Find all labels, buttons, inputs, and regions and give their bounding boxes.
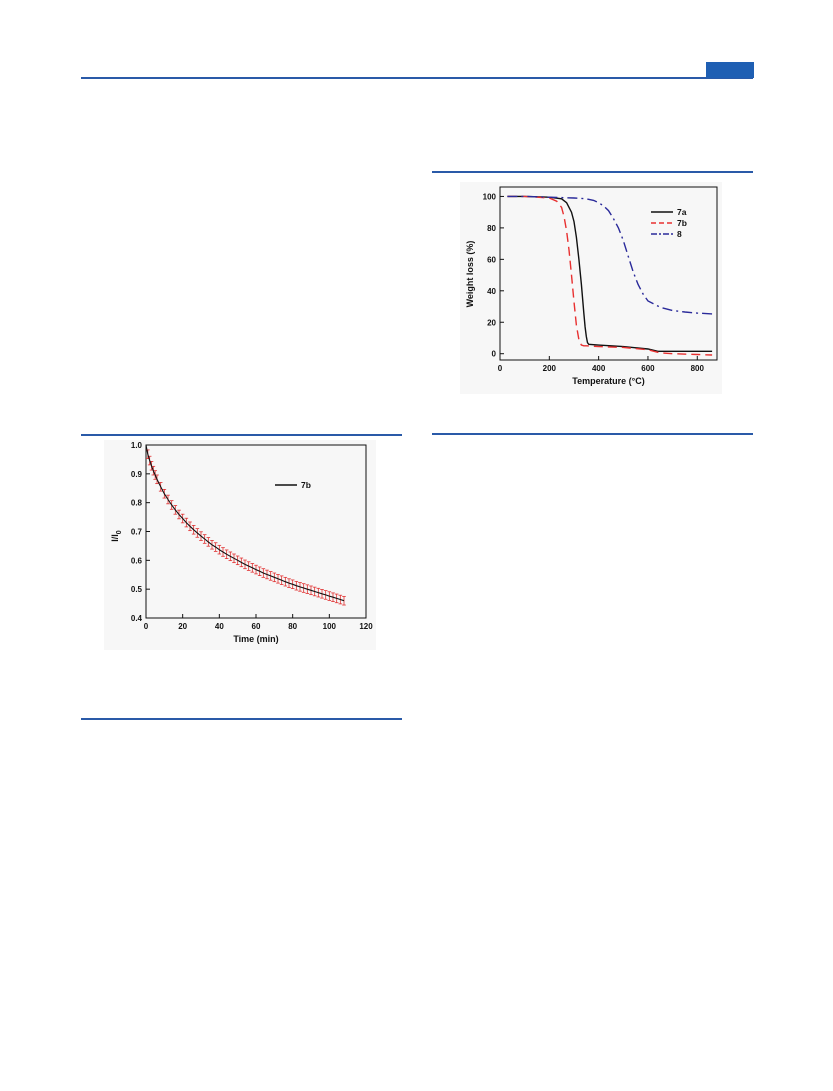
x-tick-label: 400 xyxy=(592,364,606,373)
y-axis-label: Weight loss (%) xyxy=(465,241,475,308)
header-page-tab xyxy=(706,62,754,78)
x-axis-label: Temperature (°C) xyxy=(572,376,644,386)
y-axis-label-main: I/I xyxy=(110,534,120,542)
y-tick-label: 0.9 xyxy=(131,470,143,479)
series-line-7a xyxy=(507,195,713,352)
legend-label-8: 8 xyxy=(677,229,682,239)
x-tick-label: 800 xyxy=(691,364,705,373)
y-tick-label: 0.7 xyxy=(131,528,143,537)
figure-rule-bottom-right xyxy=(432,433,753,435)
y-tick-label: 0.6 xyxy=(131,556,143,565)
plot-frame xyxy=(145,444,367,619)
x-tick-label: 120 xyxy=(359,622,373,631)
x-tick-label: 20 xyxy=(178,622,187,631)
x-tick-label: 200 xyxy=(543,364,557,373)
x-axis-label: Time (min) xyxy=(233,634,278,644)
tga-figure: 0 200 400 600 800 0 20 40 60 80 100 Temperature (°C… xyxy=(460,182,722,394)
x-tick-label: 80 xyxy=(288,622,297,631)
x-tick-label: 600 xyxy=(641,364,655,373)
figure-rule-top-right xyxy=(432,171,753,173)
figure-rule-bottom-left xyxy=(81,718,402,720)
y-tick-label: 0.8 xyxy=(131,499,143,508)
legend-label-7b: 7b xyxy=(301,480,311,490)
y-tick-label: 0.5 xyxy=(131,585,143,594)
y-tick-label: 80 xyxy=(487,224,496,233)
legend-label-7b: 7b xyxy=(677,218,687,228)
x-tick-label: 40 xyxy=(215,622,224,631)
series-line-8 xyxy=(507,195,713,315)
y-tick-label: 1.0 xyxy=(131,441,143,450)
y-tick-label: 0 xyxy=(492,350,497,359)
header-rule xyxy=(81,77,753,79)
series-line-7b xyxy=(507,195,713,356)
x-tick-label: 0 xyxy=(498,364,503,373)
y-tick-label: 20 xyxy=(487,318,496,327)
y-tick-label: 0.4 xyxy=(131,614,143,623)
x-tick-label: 100 xyxy=(323,622,337,631)
decay-figure: 0 20 40 60 80 100 120 0.4 0.5 0.6 0.7 0.8 0.9 1.0 Time… xyxy=(104,440,376,650)
y-tick-label: 100 xyxy=(483,192,497,201)
plot-frame xyxy=(499,186,718,361)
figure-rule-top-left xyxy=(81,434,402,436)
y-tick-label: 60 xyxy=(487,255,496,264)
x-tick-label: 60 xyxy=(252,622,261,631)
series-line-7b xyxy=(145,444,345,602)
x-tick-label: 0 xyxy=(144,622,149,631)
tga-chart: 0 200 400 600 800 0 20 40 60 80 100 Temperature (°C… xyxy=(465,186,718,386)
y-tick-label: 40 xyxy=(487,287,496,296)
decay-chart: 0 20 40 60 80 100 120 0.4 0.5 0.6 0.7 0.8 0.9 1.0 Time… xyxy=(110,441,373,644)
legend-label-7a: 7a xyxy=(677,207,687,217)
y-axis-label: I/I0 xyxy=(110,530,123,542)
y-axis-label-sub: 0 xyxy=(116,530,123,534)
